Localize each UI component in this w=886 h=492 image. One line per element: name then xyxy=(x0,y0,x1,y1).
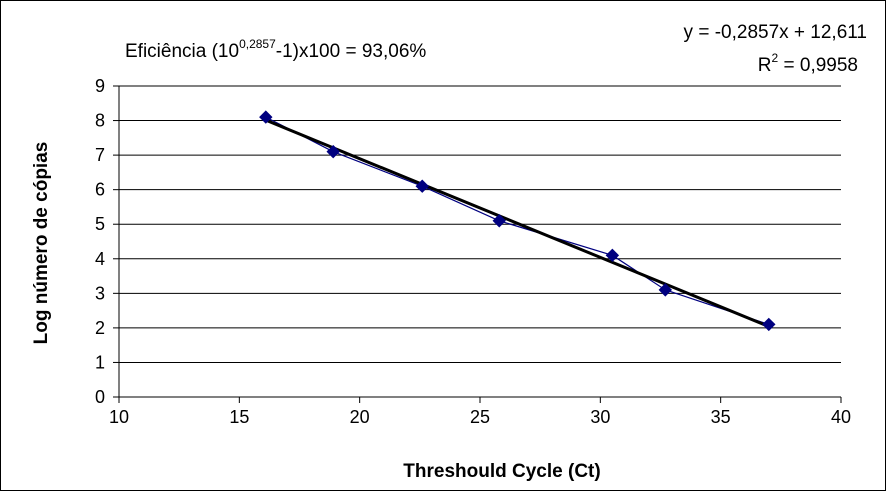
r-squared-annotation: R2 = 0,9958 xyxy=(758,51,858,76)
efficiency-suffix: -1)x100 = 93,06% xyxy=(276,41,427,62)
trendline-equation: y = -0,2857x + 12,611 xyxy=(684,22,867,43)
data-point xyxy=(492,214,506,228)
efficiency-prefix: Eficiência (10 xyxy=(125,41,239,62)
data-point xyxy=(259,110,273,124)
plot-area xyxy=(119,86,841,397)
trendline-group xyxy=(265,118,770,328)
y-tick-label: 6 xyxy=(95,180,105,200)
axes xyxy=(113,85,842,403)
y-tick-label: 0 xyxy=(95,387,105,407)
x-tick-label: 10 xyxy=(109,407,129,427)
y-tick-label: 8 xyxy=(95,111,105,131)
x-tick-label: 40 xyxy=(831,407,851,427)
r-squared-exponent: 2 xyxy=(772,51,779,65)
x-axis-title: Threshould Cycle (Ct) xyxy=(403,461,600,482)
gridlines xyxy=(119,85,841,363)
data-point xyxy=(415,179,429,193)
efficiency-exponent: 0,2857 xyxy=(239,37,276,51)
y-tick-label: 3 xyxy=(95,283,105,303)
data-point xyxy=(605,248,620,263)
efficiency-annotation: Eficiência (100,2857-1)x100 = 93,06% xyxy=(125,37,426,62)
trendline xyxy=(265,118,770,328)
x-tick-label: 25 xyxy=(470,407,490,427)
r-squared-suffix: = 0,9958 xyxy=(778,55,858,76)
y-axis-title: Log número de cópias xyxy=(31,142,52,345)
y-tick-label: 5 xyxy=(95,214,105,234)
y-tick-label: 1 xyxy=(95,352,105,372)
y-tick-label: 4 xyxy=(95,249,105,269)
r-squared-prefix: R xyxy=(758,55,772,76)
x-tick-labels: 10 15 20 25 30 35 40 xyxy=(109,407,851,427)
x-tick-label: 15 xyxy=(229,407,249,427)
points-group xyxy=(259,110,776,332)
data-point xyxy=(326,144,340,159)
data-point xyxy=(658,283,673,297)
x-tick-label: 30 xyxy=(590,407,610,427)
y-tick-label: 7 xyxy=(95,145,105,165)
y-tick-label: 9 xyxy=(95,76,105,96)
data-point xyxy=(762,317,776,332)
y-tick-labels: 0 1 2 3 4 5 6 7 8 9 xyxy=(95,76,105,407)
x-tick-label: 35 xyxy=(711,407,731,427)
y-tick-label: 2 xyxy=(95,318,105,338)
x-tick-label: 20 xyxy=(350,407,370,427)
